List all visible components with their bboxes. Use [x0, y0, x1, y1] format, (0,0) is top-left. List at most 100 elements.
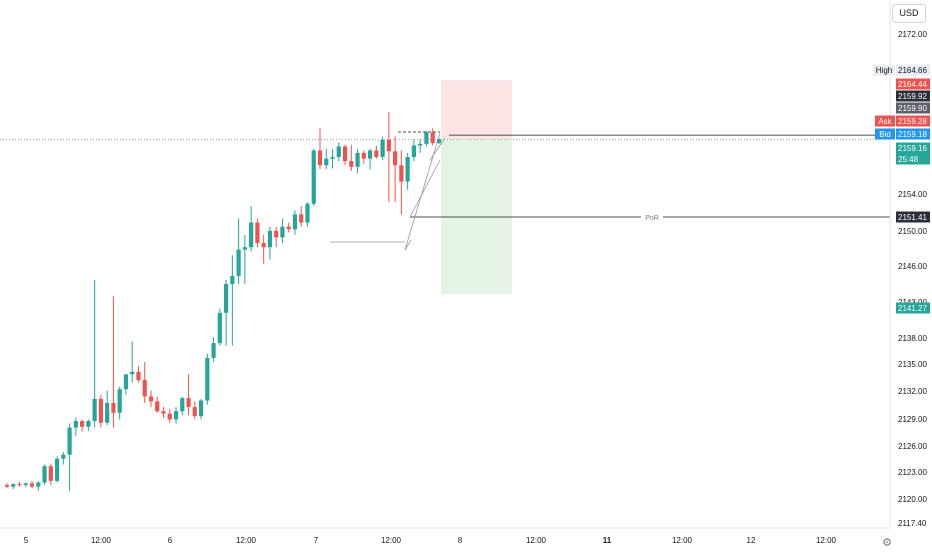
candle-body[interactable]: [374, 150, 379, 157]
candle-body[interactable]: [361, 152, 366, 159]
candle-body[interactable]: [29, 483, 35, 487]
candle-body[interactable]: [198, 400, 204, 417]
candle-body[interactable]: [355, 152, 360, 167]
candle-body[interactable]: [230, 275, 235, 285]
price-label-value: 2141.27: [898, 304, 927, 313]
candle-body[interactable]: [161, 411, 166, 414]
candle-body[interactable]: [255, 222, 260, 244]
candle-body[interactable]: [148, 396, 154, 402]
price-label-box[interactable]: [896, 142, 930, 165]
candle-body[interactable]: [155, 401, 160, 412]
candle-body[interactable]: [80, 421, 85, 427]
candle-body[interactable]: [4, 485, 10, 487]
candle-body[interactable]: [342, 146, 348, 162]
candle-body[interactable]: [436, 139, 442, 144]
candle-body[interactable]: [61, 454, 66, 459]
candle-body[interactable]: [405, 157, 410, 182]
candle-body[interactable]: [186, 398, 191, 408]
pattern-line-inner[interactable]: [429, 137, 446, 161]
candle-body[interactable]: [86, 421, 91, 427]
candle-body[interactable]: [42, 466, 47, 483]
candle-body[interactable]: [324, 158, 329, 166]
x-tick-label: 12: [747, 536, 756, 545]
candle-body[interactable]: [54, 458, 60, 481]
candle-body[interactable]: [23, 483, 28, 485]
price-label-tag[interactable]: [873, 64, 895, 76]
candle-body[interactable]: [111, 403, 116, 413]
price-label-box[interactable]: [896, 115, 930, 127]
pattern-line-upper[interactable]: [404, 132, 441, 251]
candle-body[interactable]: [180, 398, 185, 412]
y-tick-label: 2146.00: [898, 262, 927, 271]
price-label-tag[interactable]: [875, 128, 895, 140]
x-tick-label: 12:00: [672, 536, 693, 545]
candle-body[interactable]: [299, 214, 304, 223]
candle-body[interactable]: [92, 398, 97, 422]
candle-body[interactable]: [236, 249, 241, 276]
candle-body[interactable]: [17, 484, 22, 486]
candle-body[interactable]: [192, 407, 197, 417]
candle-body[interactable]: [311, 150, 316, 204]
candle-body[interactable]: [98, 398, 103, 423]
candle-body[interactable]: [336, 146, 341, 157]
candle-body[interactable]: [380, 139, 385, 157]
candle-body[interactable]: [167, 413, 172, 420]
candle-body[interactable]: [418, 143, 423, 146]
price-label-tag[interactable]: [875, 115, 895, 127]
candle-body[interactable]: [67, 427, 72, 455]
price-label-box[interactable]: [896, 78, 930, 90]
candle-body[interactable]: [267, 230, 273, 248]
candle-body[interactable]: [330, 157, 335, 159]
candle-body[interactable]: [224, 284, 229, 313]
candle-body[interactable]: [205, 357, 210, 401]
candle-body[interactable]: [173, 411, 179, 420]
pattern-line-tip[interactable]: [404, 239, 412, 251]
y-tick-label: 2138.00: [898, 334, 927, 343]
price-label-value: 2159.90: [898, 104, 927, 113]
candle-body[interactable]: [136, 371, 141, 381]
price-label-box[interactable]: [896, 128, 930, 140]
candle-body[interactable]: [292, 214, 298, 230]
y-tick-label: 2120.00: [898, 495, 927, 504]
gear-icon[interactable]: ⚙: [882, 537, 892, 549]
price-label-box[interactable]: [896, 302, 930, 314]
candle-body[interactable]: [105, 403, 110, 423]
candle-body[interactable]: [305, 203, 310, 223]
candle-body[interactable]: [349, 161, 354, 167]
candle-body[interactable]: [242, 247, 247, 250]
candle-body[interactable]: [48, 466, 53, 481]
candle-body[interactable]: [399, 165, 404, 182]
take-profit-zone[interactable]: [441, 139, 512, 294]
candle-body[interactable]: [117, 389, 122, 413]
candle-body[interactable]: [217, 312, 222, 344]
candle-body[interactable]: [261, 243, 266, 248]
candle-body[interactable]: [211, 343, 216, 358]
price-label-box[interactable]: [896, 64, 930, 76]
candle-body[interactable]: [386, 139, 391, 152]
candle-body[interactable]: [11, 484, 16, 487]
candle-body[interactable]: [123, 374, 129, 390]
stop-loss-zone[interactable]: [441, 80, 512, 140]
pattern-line-lower[interactable]: [409, 159, 441, 218]
y-tick-label: 2123.00: [898, 468, 927, 477]
price-label-box[interactable]: [896, 102, 930, 114]
candle-body[interactable]: [430, 132, 435, 144]
candle-body[interactable]: [286, 226, 291, 230]
price-label-box[interactable]: [896, 211, 930, 223]
price-label-box[interactable]: [896, 90, 930, 102]
candle-body[interactable]: [130, 371, 135, 375]
candle-body[interactable]: [36, 482, 41, 487]
candle-body[interactable]: [274, 230, 279, 238]
candle-body[interactable]: [393, 151, 398, 166]
candle-body[interactable]: [317, 150, 323, 166]
candle-body[interactable]: [367, 150, 373, 159]
candle-body[interactable]: [411, 145, 416, 157]
candle-body[interactable]: [249, 222, 254, 248]
candle-body[interactable]: [142, 380, 147, 397]
candle-body[interactable]: [280, 226, 285, 238]
candle-body[interactable]: [73, 421, 78, 428]
currency-selector-button[interactable]: USD: [892, 4, 926, 23]
candle-body[interactable]: [424, 132, 429, 144]
